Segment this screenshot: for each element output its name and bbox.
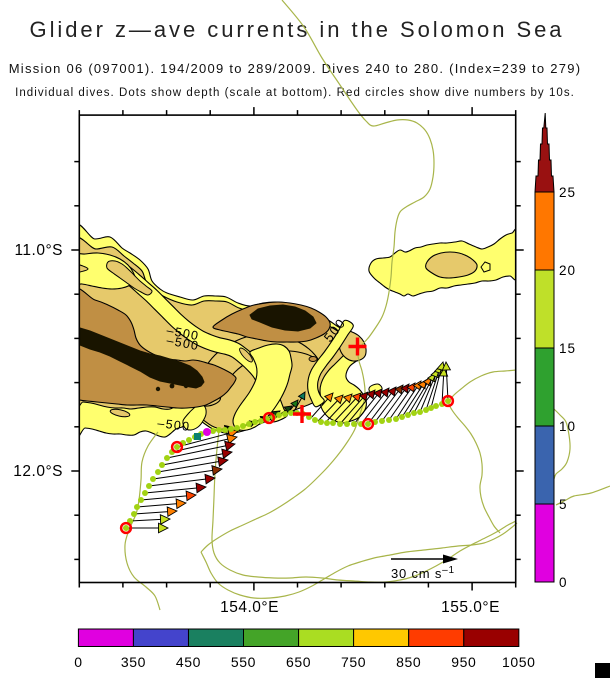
svg-text:10: 10 [559, 419, 576, 434]
svg-text:850: 850 [396, 654, 421, 670]
svg-text:1050: 1050 [502, 654, 536, 670]
svg-text:0: 0 [74, 654, 82, 670]
svg-text:–500: –500 [165, 323, 200, 343]
svg-text:30 cm s–1: 30 cm s–1 [391, 565, 455, 581]
svg-text:15: 15 [559, 341, 576, 356]
svg-text:350: 350 [121, 654, 146, 670]
svg-text:–500: –500 [165, 333, 200, 353]
svg-text:0: 0 [559, 575, 568, 590]
svg-text:12.0°S: 12.0°S [13, 463, 63, 480]
svg-text:450: 450 [176, 654, 201, 670]
svg-text:550: 550 [231, 654, 256, 670]
svg-text:25: 25 [559, 185, 576, 200]
svg-text:950: 950 [451, 654, 476, 670]
svg-text:155.0°E: 155.0°E [441, 599, 500, 616]
svg-text:650: 650 [286, 654, 311, 670]
svg-text:20: 20 [559, 263, 576, 278]
svg-text:750: 750 [341, 654, 366, 670]
svg-text:–500: –500 [157, 416, 191, 434]
svg-text:5: 5 [559, 497, 568, 512]
svg-text:154.0°E: 154.0°E [220, 599, 279, 616]
svg-text:11.0°S: 11.0°S [14, 242, 63, 259]
